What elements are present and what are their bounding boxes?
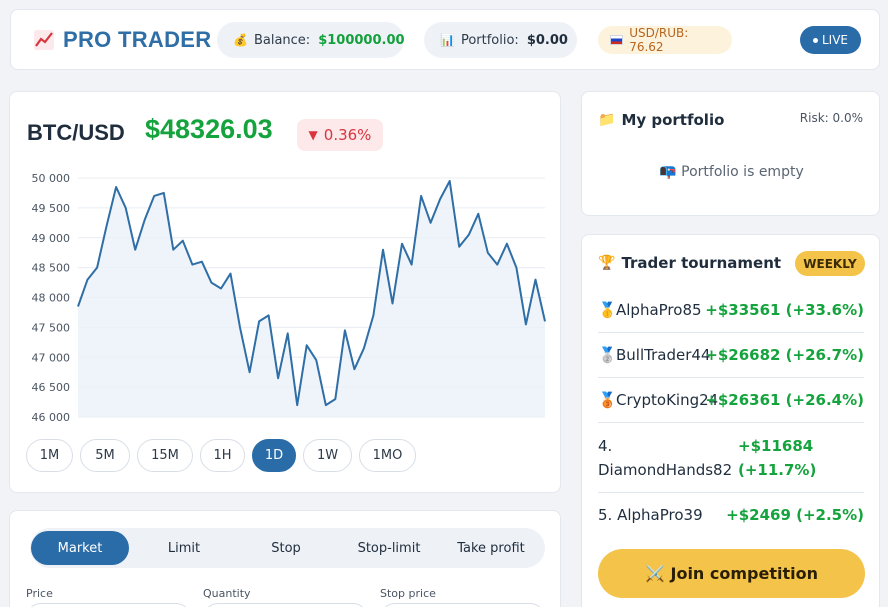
- leader-gain: +$2469 (+2.5%): [726, 506, 864, 524]
- exchange-rate: USD/RUB: 76.62: [629, 26, 689, 54]
- folder-icon: 📁: [598, 112, 616, 128]
- leader-name: 4. DiamondHands82: [598, 437, 733, 479]
- price-chart[interactable]: 50 000 49 500 49 000 48 500 48 000 47 500 47 0…: [10, 162, 562, 432]
- price-label: Price: [26, 587, 53, 600]
- leader-name-wrap: 🥈BullTrader44: [598, 346, 710, 364]
- stop-price-input[interactable]: [380, 603, 545, 607]
- y-tick-label: 46 500: [32, 381, 71, 394]
- live-label: LIVE: [821, 33, 848, 47]
- portfolio-title-text: My portfolio: [621, 111, 725, 129]
- y-tick-label: 47 500: [32, 321, 71, 334]
- logo-text: PRO TRADER: [63, 27, 212, 52]
- y-tick-label: 49 500: [32, 202, 71, 215]
- portfolio-pill: 📊 Portfolio: $0.00: [424, 22, 577, 58]
- portfolio-title: 📁 My portfolio: [598, 111, 724, 129]
- leader-name: CryptoKing24: [616, 391, 719, 409]
- bar-chart-icon: 📊: [440, 33, 455, 47]
- leaderboard-row[interactable]: 🥈BullTrader44 +$26682 (+26.7%): [598, 333, 864, 378]
- current-price: $48326.03: [145, 114, 273, 144]
- order-form-card: Market Limit Stop Stop-limit Take profit…: [9, 510, 561, 607]
- money-bag-icon: 💰: [233, 33, 248, 47]
- price-change: 0.36%: [323, 126, 372, 144]
- timeframe-selector: 1M 5M 15M 1H 1D 1W 1MO: [26, 439, 423, 472]
- leader-gain: +$26361 (+26.4%): [705, 391, 864, 409]
- y-tick-label: 48 000: [32, 292, 71, 305]
- triangle-down-icon: ▼: [308, 128, 318, 142]
- stop-price-label: Stop price: [380, 587, 436, 600]
- gold-medal-icon: 🥇: [598, 301, 617, 319]
- join-competition-button[interactable]: ⚔️ Join competition: [598, 549, 865, 598]
- balance-pill: 💰 Balance: $100000.00: [217, 22, 405, 58]
- price-line: [77, 180, 546, 407]
- tournament-title: 🏆 Trader tournament: [598, 254, 781, 272]
- top-header: PRO TRADER 💰 Balance: $100000.00 📊 Portf…: [10, 9, 880, 70]
- leader-name-wrap: 🥇AlphaPro85: [598, 301, 702, 319]
- timeframe-button[interactable]: 1MO: [359, 439, 416, 472]
- leaderboard-row[interactable]: 🥉CryptoKing24 +$26361 (+26.4%): [598, 378, 864, 423]
- portfolio-label: Portfolio:: [460, 32, 519, 48]
- quantity-label: Quantity: [203, 587, 251, 600]
- tournament-title-text: Trader tournament: [621, 254, 782, 272]
- chart-up-icon: [34, 30, 54, 50]
- leaderboard-row[interactable]: 4. DiamondHands82 +$11684 (+11.7%): [598, 423, 864, 493]
- my-portfolio-card: 📁 My portfolio Risk: 0.0% 📭 Portfolio is…: [581, 91, 880, 216]
- y-tick-label: 47 000: [32, 351, 71, 364]
- balance-label: Balance:: [253, 32, 311, 48]
- leader-name: AlphaPro85: [616, 301, 702, 319]
- live-button[interactable]: LIVE: [800, 26, 861, 54]
- price-change-badge: ▼ 0.36%: [297, 119, 383, 151]
- leaderboard-row[interactable]: 🥇AlphaPro85 +$33561 (+33.6%): [598, 287, 864, 333]
- leader-gain: +$26682 (+26.7%): [705, 346, 864, 364]
- timeframe-button[interactable]: 1M: [26, 439, 73, 472]
- portfolio-value: $0.00: [526, 32, 568, 48]
- tab-stop-limit[interactable]: Stop-limit: [357, 540, 421, 556]
- y-tick-label: 49 000: [32, 232, 71, 245]
- empty-text: Portfolio is empty: [681, 164, 804, 180]
- tab-stop[interactable]: Stop: [271, 540, 301, 556]
- y-tick-label: 50 000: [32, 172, 71, 185]
- quantity-input[interactable]: [203, 603, 368, 607]
- price-chart-card: BTC/USD $48326.03 ▼ 0.36% 50 000 49 500 49…: [9, 91, 561, 493]
- price-input[interactable]: [26, 603, 191, 607]
- portfolio-empty-message: 📭 Portfolio is empty: [582, 164, 881, 180]
- pair-symbol: BTC/USD: [27, 120, 125, 145]
- timeframe-button[interactable]: 1W: [303, 439, 352, 472]
- logo[interactable]: PRO TRADER: [33, 27, 211, 53]
- tab-limit[interactable]: Limit: [167, 540, 201, 556]
- y-tick-label: 48 500: [32, 262, 71, 275]
- mailbox-icon: 📭: [659, 164, 677, 180]
- weekly-badge: WEEKLY: [795, 251, 865, 276]
- bronze-medal-icon: 🥉: [598, 391, 617, 409]
- timeframe-button[interactable]: 1D: [252, 439, 296, 472]
- leader-name: 5. AlphaPro39: [598, 506, 703, 524]
- leaderboard-row[interactable]: 5. AlphaPro39 +$2469 (+2.5%): [598, 493, 864, 537]
- leader-gain: +$11684 (+11.7%): [738, 437, 817, 479]
- timeframe-button[interactable]: 1H: [200, 439, 245, 472]
- tab-take-profit[interactable]: Take profit: [457, 540, 525, 556]
- order-type-tabs: Market Limit Stop Stop-limit Take profit: [30, 528, 545, 568]
- trader-tournament-card: 🏆 Trader tournament WEEKLY 🥇AlphaPro85 +…: [581, 234, 880, 607]
- risk-level: Risk: 0.0%: [799, 111, 863, 125]
- leader-name-wrap: 🥉CryptoKing24: [598, 391, 718, 409]
- timeframe-button[interactable]: 5M: [80, 439, 130, 472]
- y-tick-label: 46 000: [32, 411, 71, 424]
- leader-name: BullTrader44: [616, 346, 711, 364]
- exchange-rate-badge: USD/RUB: 76.62: [598, 26, 732, 54]
- price-area: [78, 181, 545, 417]
- live-dot-icon: [812, 37, 818, 43]
- timeframe-button[interactable]: 15M: [137, 439, 193, 472]
- balance-value: $100000.00: [318, 32, 405, 48]
- tab-market[interactable]: Market: [31, 531, 129, 565]
- silver-medal-icon: 🥈: [598, 346, 617, 364]
- trophy-icon: 🏆: [598, 255, 616, 271]
- russia-flag-icon: [610, 35, 624, 45]
- leader-gain: +$33561 (+33.6%): [705, 301, 864, 319]
